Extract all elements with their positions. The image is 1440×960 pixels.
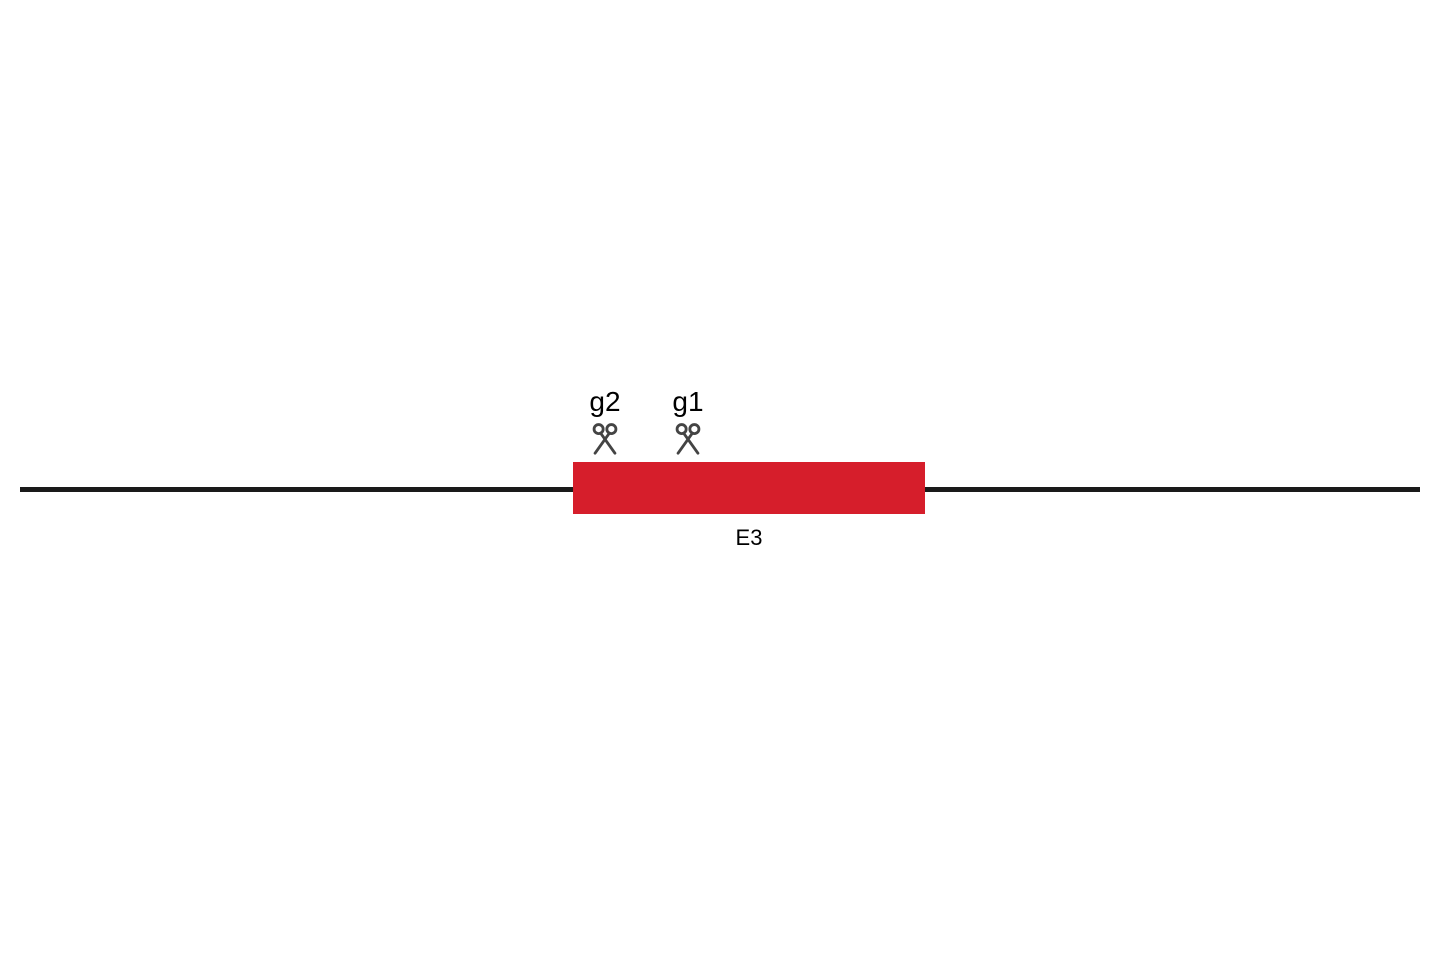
cut-site-g1: g1: [658, 386, 718, 456]
gene-diagram: E3 g2 g1: [0, 0, 1440, 960]
exon-box: [573, 462, 925, 514]
cut-label-g2: g2: [589, 386, 620, 418]
cut-label-g1: g1: [672, 386, 703, 418]
baseline-right: [925, 487, 1420, 492]
scissors-icon: [588, 422, 622, 456]
cut-site-g2: g2: [575, 386, 635, 456]
baseline-left: [20, 487, 573, 492]
exon-label: E3: [699, 525, 799, 551]
scissors-icon: [671, 422, 705, 456]
